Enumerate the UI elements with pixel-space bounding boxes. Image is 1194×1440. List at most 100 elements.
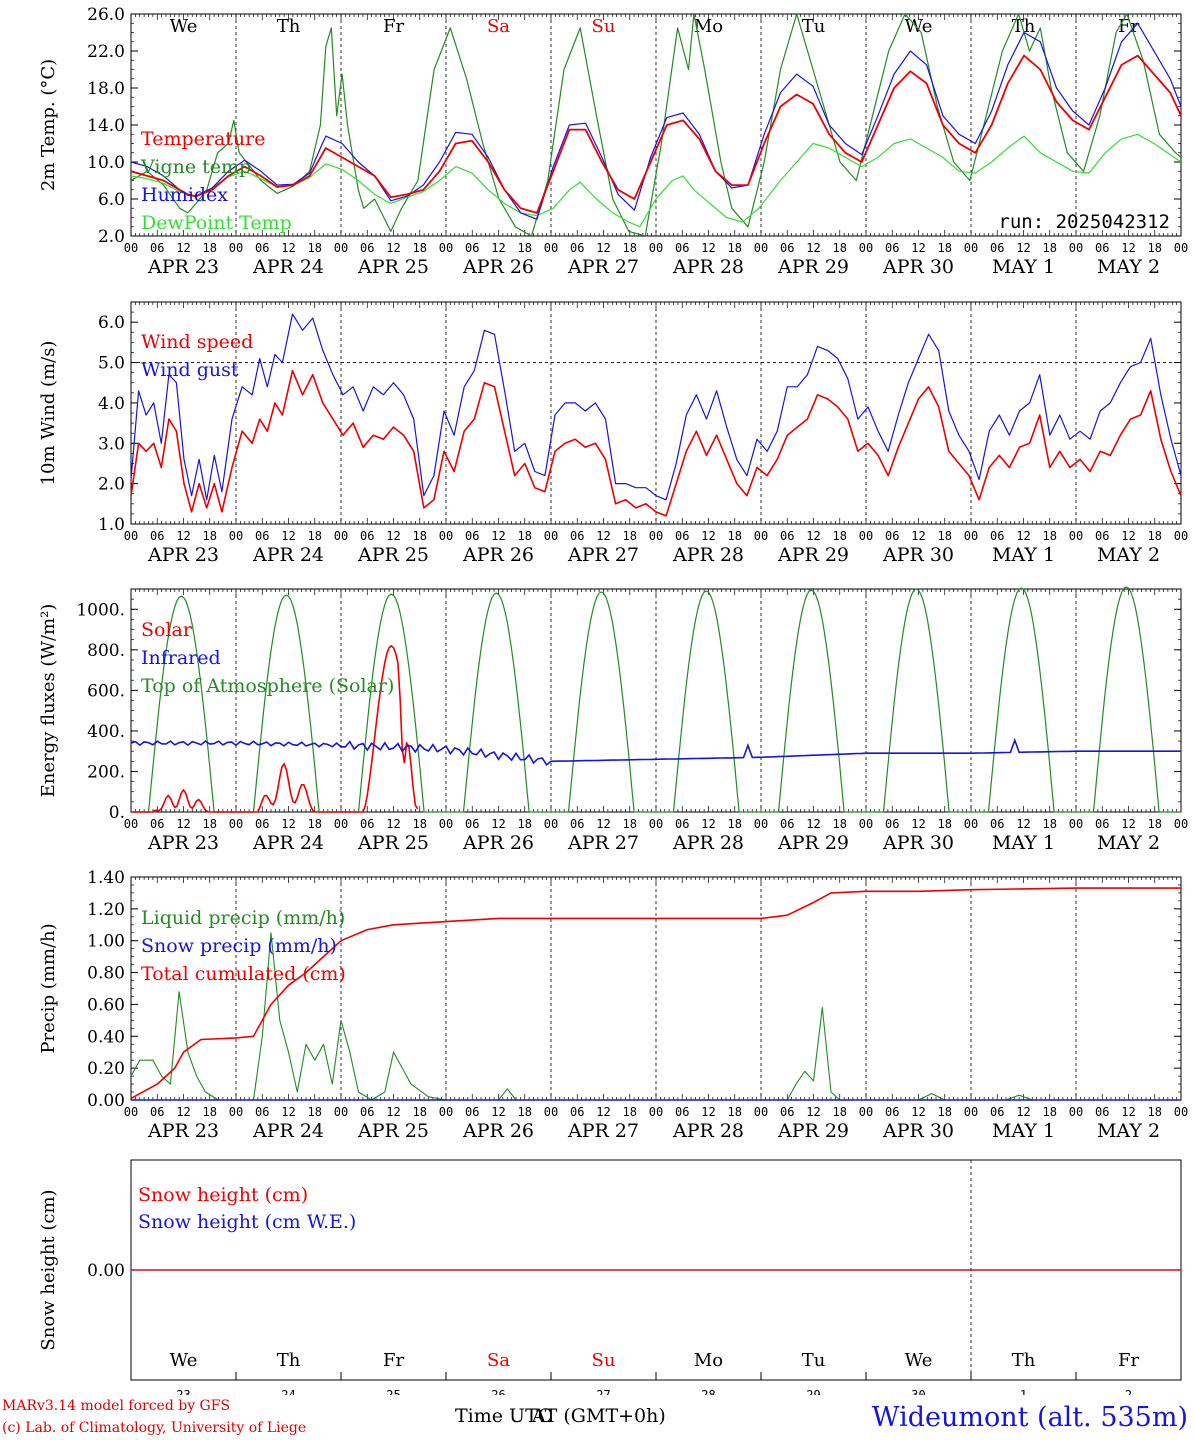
- hour-tick-label: 18: [1148, 241, 1162, 255]
- hour-tick-label: 18: [518, 241, 532, 255]
- day-number-label: 1: [1020, 1388, 1027, 1395]
- hour-tick-label: 18: [938, 817, 952, 831]
- snow-legend: Snow height (cm W.E.): [138, 1211, 356, 1233]
- date-label: APR 25: [357, 544, 429, 566]
- hour-tick-label: 00: [124, 817, 138, 831]
- y-tick-label: 1.0: [98, 515, 125, 535]
- day-number-label: 25: [386, 1388, 400, 1395]
- meteogram-svg: 2.06.010.014.018.022.026.02m Temp. (°C)W…: [38, 5, 1188, 1395]
- hour-tick-label: 00: [1174, 529, 1188, 543]
- hour-tick-label: 06: [150, 1105, 164, 1119]
- hour-tick-label: 12: [281, 241, 295, 255]
- snow-legend: Snow height (cm): [138, 1184, 308, 1206]
- day-number-label: 24: [281, 1388, 295, 1395]
- hour-tick-label: 12: [596, 529, 610, 543]
- wind-legend: Wind speed: [141, 331, 253, 353]
- hour-tick-label: 12: [911, 817, 925, 831]
- hour-tick-label: 12: [596, 817, 610, 831]
- hour-tick-label: 18: [1148, 529, 1162, 543]
- y-tick-label: 0.00: [87, 1261, 125, 1281]
- hour-tick-label: 00: [859, 1105, 873, 1119]
- hour-tick-label: 18: [413, 1105, 427, 1119]
- hour-tick-label: 12: [491, 1105, 505, 1119]
- temp-series-2: [131, 22, 1181, 220]
- date-label: MAY 2: [1097, 256, 1160, 278]
- hour-tick-label: 18: [308, 817, 322, 831]
- day-number-label: 30: [911, 1388, 925, 1395]
- hour-tick-label: 00: [649, 817, 663, 831]
- hour-tick-label: 18: [1148, 817, 1162, 831]
- hour-tick-label: 00: [1069, 1105, 1083, 1119]
- hour-tick-label: 00: [544, 1105, 558, 1119]
- date-label: APR 25: [357, 256, 429, 278]
- date-label: APR 23: [147, 1120, 219, 1142]
- date-label: APR 28: [672, 832, 744, 854]
- weekday-label: Sa: [487, 1350, 510, 1371]
- weekday-label: Th: [1012, 1350, 1036, 1371]
- hour-tick-label: 06: [1095, 529, 1109, 543]
- weekday-label: Th: [277, 16, 301, 37]
- date-label: APR 27: [567, 544, 639, 566]
- y-tick-label: 1000.: [76, 600, 125, 620]
- date-label: MAY 1: [992, 1120, 1055, 1142]
- hour-tick-label: 18: [518, 529, 532, 543]
- hour-tick-label: 18: [623, 529, 637, 543]
- weekday-label: We: [170, 1350, 198, 1371]
- hour-tick-label: 18: [623, 817, 637, 831]
- weekday-label: Tu: [802, 1350, 826, 1371]
- model-credit: MARv3.14 model forced by GFS: [2, 1398, 231, 1414]
- temp-legend: DewPoint Temp: [141, 212, 292, 234]
- weekday-label: Fr: [383, 16, 404, 37]
- weekday-label: Th: [277, 1350, 301, 1371]
- hour-tick-label: 12: [806, 529, 820, 543]
- hour-tick-label: 00: [1174, 241, 1188, 255]
- date-label: APR 25: [357, 832, 429, 854]
- hour-tick-label: 00: [964, 241, 978, 255]
- hour-tick-label: 18: [518, 1105, 532, 1119]
- hour-tick-label: 12: [386, 817, 400, 831]
- hour-tick-label: 12: [491, 529, 505, 543]
- weekday-label: We: [905, 1350, 933, 1371]
- hour-tick-label: 12: [911, 241, 925, 255]
- y-axis-label: Snow height (cm): [38, 1189, 59, 1350]
- hour-tick-label: 18: [203, 241, 217, 255]
- hour-tick-label: 00: [229, 241, 243, 255]
- hour-tick-label: 18: [203, 817, 217, 831]
- hour-tick-label: 18: [1043, 817, 1057, 831]
- hour-tick-label: 00: [229, 1105, 243, 1119]
- y-axis-label: Precip (mm/h): [38, 923, 59, 1053]
- hour-tick-label: 06: [150, 817, 164, 831]
- hour-tick-label: 06: [465, 1105, 479, 1119]
- hour-tick-label: 06: [990, 817, 1004, 831]
- hour-tick-label: 00: [229, 817, 243, 831]
- y-tick-label: 0.60: [87, 995, 125, 1015]
- y-axis-label: 2m Temp. (°C): [38, 59, 59, 191]
- date-label: APR 24: [252, 256, 324, 278]
- hour-tick-label: 18: [1148, 1105, 1162, 1119]
- hour-tick-label: 12: [1016, 1105, 1030, 1119]
- hour-tick-label: 00: [334, 1105, 348, 1119]
- hour-tick-label: 18: [413, 817, 427, 831]
- weekday-label: Th: [1012, 16, 1036, 37]
- hour-tick-label: 06: [885, 529, 899, 543]
- hour-tick-label: 06: [360, 1105, 374, 1119]
- weekday-label: Fr: [1118, 1350, 1139, 1371]
- hour-tick-label: 12: [701, 241, 715, 255]
- y-tick-label: 0.40: [87, 1027, 125, 1047]
- hour-tick-label: 12: [281, 817, 295, 831]
- hour-tick-label: 06: [990, 529, 1004, 543]
- date-label: APR 30: [882, 1120, 954, 1142]
- hour-tick-label: 18: [833, 817, 847, 831]
- date-label: MAY 2: [1097, 544, 1160, 566]
- hour-tick-label: 00: [1069, 529, 1083, 543]
- date-label: APR 27: [567, 256, 639, 278]
- date-label: APR 23: [147, 832, 219, 854]
- hour-tick-label: 00: [1174, 1105, 1188, 1119]
- hour-tick-label: 00: [439, 529, 453, 543]
- date-label: APR 27: [567, 832, 639, 854]
- hour-tick-label: 06: [360, 241, 374, 255]
- date-label: MAY 2: [1097, 1120, 1160, 1142]
- y-tick-label: 26.0: [87, 5, 125, 25]
- hour-tick-label: 12: [806, 817, 820, 831]
- hour-tick-label: 12: [806, 1105, 820, 1119]
